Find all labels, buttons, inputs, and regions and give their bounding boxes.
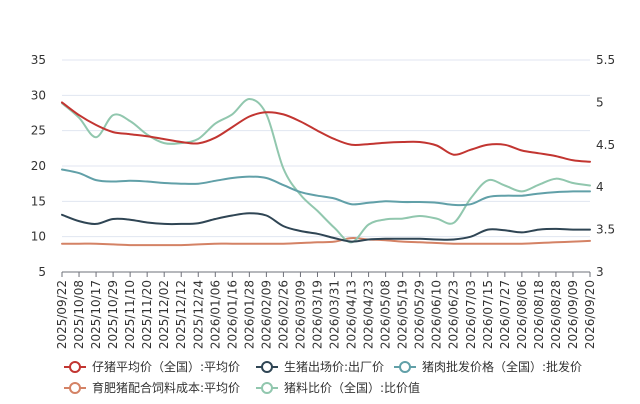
x-tick-label: 2025/12/02 — [157, 280, 171, 349]
x-tick-label: 2025/11/10 — [123, 280, 137, 349]
legend-marker-icon — [261, 361, 273, 373]
y-left-tick-label: 20 — [31, 159, 46, 173]
x-tick-label: 2026/03/09 — [293, 280, 307, 349]
series-line — [61, 237, 591, 247]
series-line — [61, 212, 591, 243]
legend-item: 猪肉批发价格（全国）:批发价 — [394, 359, 582, 374]
y-left-tick-label: 35 — [31, 53, 46, 67]
x-tick-label: 2026/06/10 — [430, 280, 444, 349]
y-left-tick-label: 25 — [31, 124, 46, 138]
legend-item: 猪料比价（全国）:比价值 — [256, 380, 420, 395]
legend-marker-icon — [69, 382, 81, 394]
x-tick-label: 2026/02/26 — [276, 280, 290, 349]
y-right-tick-label: 4 — [596, 180, 604, 194]
x-tick-label: 2026/04/13 — [345, 280, 359, 349]
x-tick-label: 2025/10/29 — [106, 280, 120, 349]
x-tick-label: 2026/01/16 — [225, 280, 239, 349]
y-left-tick-label: 5 — [38, 265, 46, 279]
x-tick-label: 2026/07/27 — [498, 280, 512, 349]
legend-label: 育肥猪配合饲料成本:平均价 — [92, 380, 240, 395]
x-tick-label: 2026/07/15 — [481, 280, 495, 349]
y-right-tick-label: 4.5 — [596, 138, 615, 152]
x-tick-label: 2026/05/19 — [396, 280, 410, 349]
x-tick-label: 2025/11/20 — [140, 280, 154, 349]
x-tick-label: 2026/04/23 — [362, 280, 376, 349]
legend-item: 生猪出场价:出厂价 — [256, 360, 384, 374]
x-tick-label: 2026/01/28 — [242, 280, 256, 349]
x-tick-label: 2026/05/08 — [379, 280, 393, 349]
legend-item: 育肥猪配合饲料成本:平均价 — [64, 380, 240, 395]
y-right-tick-label: 3.5 — [596, 223, 615, 237]
x-tick-label: 2026/08/18 — [532, 280, 546, 349]
legend-marker-icon — [69, 361, 81, 373]
x-tick-label: 2026/09/20 — [583, 280, 597, 349]
x-tick-label: 2025/12/12 — [174, 280, 188, 349]
x-tick-label: 2025/10/17 — [89, 280, 103, 349]
legend-marker-icon — [399, 361, 411, 373]
x-tick-label: 2026/06/23 — [447, 280, 461, 349]
x-tick-label: 2026/08/28 — [549, 280, 563, 349]
x-tick-label: 2026/08/06 — [515, 280, 529, 349]
series-layer — [61, 98, 591, 247]
y-right-tick-label: 5 — [596, 95, 604, 109]
y-right-tick-label: 3 — [596, 265, 604, 279]
grid-lines — [62, 59, 590, 273]
legend-label: 猪料比价（全国）:比价值 — [284, 380, 420, 395]
x-tick-label: 2025/10/08 — [72, 280, 86, 349]
x-tick-label: 2025/12/24 — [191, 280, 205, 349]
legend-label: 仔猪平均价（全国）:平均价 — [92, 359, 240, 374]
x-tick-label: 2026/02/09 — [259, 280, 273, 349]
x-tick-label: 2026/03/19 — [310, 280, 324, 349]
x-tick-label: 2025/09/22 — [55, 280, 69, 349]
x-tick-label: 2026/03/31 — [328, 280, 342, 349]
legend-marker-icon — [261, 382, 273, 394]
x-tick-label: 2026/07/03 — [464, 280, 478, 349]
y-left-tick-label: 10 — [31, 230, 46, 244]
legend-label: 生猪出场价:出厂价 — [284, 360, 384, 374]
legend: 仔猪平均价（全国）:平均价 生猪出场价:出厂价 猪肉批发价格（全国）:批发价育肥猪配… — [64, 359, 582, 395]
x-tick-label: 2026/09/09 — [566, 280, 580, 349]
series-line — [61, 101, 591, 163]
y-left-tick-label: 30 — [31, 88, 46, 102]
y-left-tick-label: 15 — [31, 194, 46, 208]
series-line — [61, 168, 591, 207]
legend-item: 仔猪平均价（全国）:平均价 — [64, 359, 240, 374]
x-tick-label: 2026/05/29 — [413, 280, 427, 349]
x-tick-label: 2026/01/06 — [208, 280, 222, 349]
legend-label: 猪肉批发价格（全国）:批发价 — [422, 359, 582, 374]
y-right-tick-label: 5.5 — [596, 53, 615, 67]
